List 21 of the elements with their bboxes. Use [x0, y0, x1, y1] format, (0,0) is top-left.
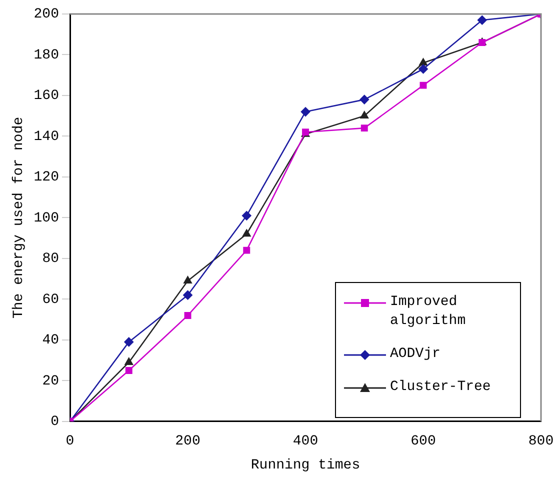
y-tick-label: 100: [34, 210, 60, 226]
y-tick-label: 140: [34, 128, 60, 145]
y-tick-label: 200: [34, 6, 60, 23]
legend-label: Improved algorithm: [390, 293, 467, 332]
y-tick-label: 80: [42, 251, 60, 268]
x-tick-label: 800: [528, 434, 554, 450]
x-tick-label: 400: [292, 434, 318, 450]
x-tick-label: 0: [66, 434, 74, 450]
y-tick-label: 160: [34, 88, 60, 104]
y-tick-label: 0: [50, 414, 60, 430]
x-tick-label: 600: [410, 434, 436, 450]
y-axis-title: The energy used for node: [11, 116, 28, 319]
y-tick-label: 120: [34, 170, 60, 186]
y-tick-label: 40: [42, 332, 60, 349]
legend-label: AODVjr: [390, 345, 440, 364]
y-tick-label: 60: [42, 292, 60, 308]
x-tick-label: 200: [175, 434, 200, 450]
y-tick-label: 180: [34, 47, 60, 64]
x-axis-title: Running times: [250, 457, 360, 474]
legend-label: Cluster-Tree: [390, 378, 491, 398]
y-tick-label: 20: [42, 373, 60, 390]
